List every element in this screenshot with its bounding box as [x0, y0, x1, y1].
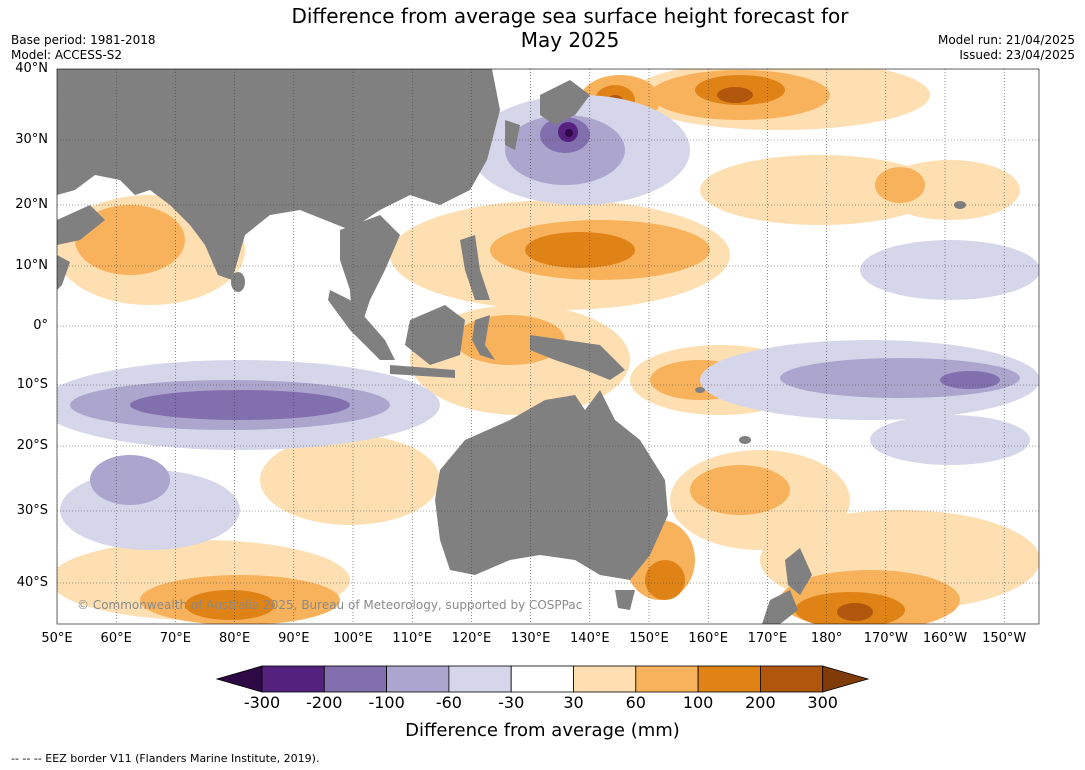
- nz-north-island: [785, 548, 812, 595]
- latitude-label: 30°S: [16, 503, 48, 518]
- australia: [435, 390, 668, 580]
- anomaly-region: [565, 129, 573, 137]
- latitude-label: 10°N: [15, 258, 48, 273]
- colorbar: [215, 665, 870, 693]
- anomaly-region: [690, 465, 790, 515]
- title-line-1: Difference from average sea surface heig…: [291, 4, 849, 28]
- latitude-label: 30°N: [15, 132, 48, 147]
- longitude-label: 150°E: [629, 631, 669, 646]
- longitude-label: 120°E: [451, 631, 492, 646]
- korea-landmass: [505, 120, 520, 150]
- africa-horn: [57, 255, 70, 290]
- colorbar-tick-label: -60: [435, 693, 462, 712]
- latitude-label: 10°S: [16, 377, 48, 392]
- colorbar-segment: [635, 665, 699, 693]
- model-run: Model run: 21/04/2025: [937, 33, 1075, 47]
- land: [57, 69, 966, 624]
- colorbar-segment: [760, 665, 824, 693]
- meta-right: Model run: 21/04/2025 Issued: 23/04/2025: [938, 33, 1075, 63]
- indochina-landmass: [340, 215, 400, 330]
- longitude-label: 50°E: [41, 631, 73, 646]
- latitude-label: 0°: [33, 318, 48, 333]
- asia-landmass: [57, 69, 500, 280]
- colorbar-tick-label: 200: [745, 693, 776, 712]
- colorbar-segment: [386, 665, 450, 693]
- longitude-label: 160°W: [922, 631, 968, 646]
- colorbar-tick-label: 30: [563, 693, 584, 712]
- arabia-landmass: [57, 205, 105, 245]
- colorbar-segment: [448, 665, 512, 693]
- latitude-label: 20°S: [16, 438, 48, 453]
- sumatra: [328, 290, 395, 360]
- latitude-label: 20°N: [15, 197, 48, 212]
- base-period: Base period: 1981-2018: [11, 33, 156, 47]
- island: [695, 387, 705, 393]
- longitude-label: 150°W: [982, 631, 1027, 646]
- japan-landmass: [540, 80, 590, 125]
- anomaly-region: [940, 371, 1000, 389]
- longitude-label: 180°: [810, 631, 843, 646]
- colorbar-tick-label: 300: [807, 693, 838, 712]
- sri-lanka: [231, 272, 245, 292]
- longitude-label: 60°E: [100, 631, 132, 646]
- colorbar-segment: [510, 665, 574, 693]
- anomaly-region: [90, 455, 170, 505]
- latitude-label: 40°S: [16, 575, 48, 590]
- anomaly-region: [75, 205, 185, 275]
- anomaly-region: [717, 87, 753, 103]
- anomaly-region: [870, 415, 1030, 465]
- issued-date: Issued: 23/04/2025: [959, 48, 1075, 62]
- new-guinea: [530, 335, 625, 380]
- colorbar-segment: [323, 665, 387, 693]
- anomaly-region: [837, 603, 873, 621]
- chart-title: Difference from average sea surface heig…: [0, 4, 1085, 52]
- philippines: [460, 235, 490, 300]
- colorbar-tick-label: -200: [306, 693, 343, 712]
- longitude-label: 70°E: [159, 631, 192, 646]
- latitude-label: 40°N: [15, 61, 48, 76]
- longitude-label: 100°E: [333, 631, 373, 646]
- title-line-2: May 2025: [520, 28, 620, 52]
- meta-left: Base period: 1981-2018 Model: ACCESS-S2: [11, 33, 156, 63]
- longitude-label: 170°W: [863, 631, 908, 646]
- longitude-label: 160°E: [688, 631, 728, 646]
- anomaly-region: [860, 240, 1039, 300]
- anomaly-region: [700, 155, 940, 225]
- copyright-notice: © Commonwealth of Australia 2025, Bureau…: [77, 598, 583, 612]
- colorbar-extend-low: [215, 665, 263, 693]
- longitude-label: 170°E: [747, 631, 788, 646]
- nz-south-island: [762, 590, 798, 624]
- anomaly-region: [130, 390, 350, 420]
- colorbar-extend-high: [822, 665, 870, 693]
- graticule: [57, 69, 1039, 624]
- anomaly-region: [185, 590, 275, 620]
- map-frame: [56, 68, 1040, 625]
- anomaly-region: [875, 167, 925, 203]
- model-name: Model: ACCESS-S2: [11, 48, 123, 62]
- colorbar-tick-label: -30: [498, 693, 525, 712]
- java: [390, 365, 455, 378]
- eez-footnote: -- -- -- EEZ border V11 (Flanders Marine…: [11, 752, 320, 765]
- longitude-label: 130°E: [510, 631, 551, 646]
- longitude-label: 90°E: [278, 631, 310, 646]
- colorbar-tick-label: -300: [243, 693, 281, 712]
- colorbar-tick-label: 60: [625, 693, 646, 712]
- anomaly-region: [645, 560, 685, 600]
- colorbar-segment: [697, 665, 761, 693]
- borneo: [405, 305, 465, 365]
- longitude-label: 80°E: [218, 631, 251, 646]
- colorbar-label: Difference from average (mm): [405, 720, 680, 741]
- longitude-label: 140°E: [570, 631, 610, 646]
- anomaly-region: [525, 232, 635, 268]
- colorbar-segment: [261, 665, 325, 693]
- map-area: [57, 69, 1039, 624]
- tasmania: [615, 590, 635, 610]
- colorbar-segment: [573, 665, 637, 693]
- anomaly-region: [260, 435, 440, 525]
- island: [739, 436, 751, 444]
- colorbar-tick-label: -100: [368, 693, 405, 712]
- longitude-label: 110°E: [392, 631, 432, 646]
- colorbar-tick-label: 100: [682, 693, 714, 712]
